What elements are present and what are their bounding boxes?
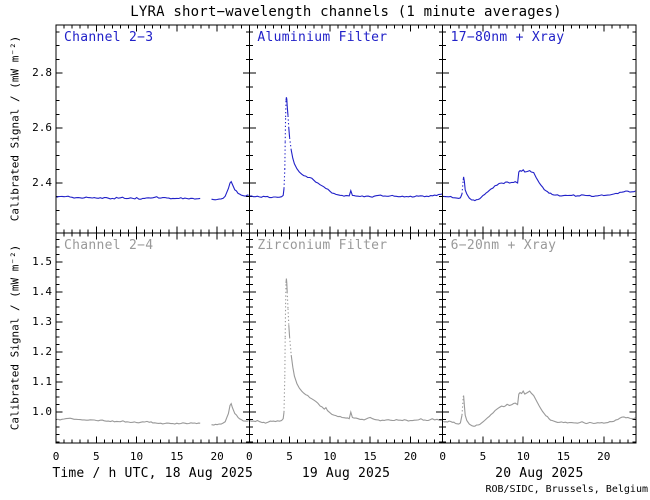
panel-label: Channel 2−4 bbox=[64, 238, 154, 253]
y-tick-label: 1.0 bbox=[32, 405, 52, 419]
y-tick-label: 2.4 bbox=[32, 175, 52, 189]
panel-label: Zirconium Filter bbox=[257, 238, 388, 253]
data-curve bbox=[56, 180, 249, 201]
x-tick-label: 10 bbox=[516, 450, 530, 463]
data-curve-dotted bbox=[461, 180, 464, 195]
x-axis-date-label: 20 Aug 2025 bbox=[495, 466, 584, 481]
data-curve bbox=[443, 390, 636, 427]
panel-frame bbox=[55, 232, 250, 444]
panel-frame bbox=[248, 232, 444, 444]
x-tick-label: 10 bbox=[323, 450, 337, 463]
y-tick-label: 1.1 bbox=[32, 375, 52, 389]
x-tick-label: 20 bbox=[210, 450, 224, 463]
x-tick-label: 5 bbox=[286, 450, 293, 463]
panel-label: 6−20nm + Xray bbox=[450, 238, 557, 253]
x-tick-label: 5 bbox=[479, 450, 487, 463]
x-tick-label: 10 bbox=[129, 450, 144, 463]
data-curves bbox=[56, 97, 636, 427]
data-curve-dotted bbox=[283, 100, 292, 189]
x-tick-label: 5 bbox=[92, 450, 100, 463]
x-tick-label: 0 bbox=[246, 450, 253, 463]
panel-label: Channel 2−3 bbox=[64, 30, 154, 45]
x-axis-date-label: Time / h UTC, 18 Aug 2025 bbox=[52, 466, 253, 481]
panel-frame bbox=[55, 24, 250, 234]
x-tick-label: 20 bbox=[403, 450, 418, 463]
x-tick-label: 0 bbox=[52, 450, 60, 463]
plot-title: LYRA short−wavelength channels (1 minute… bbox=[130, 4, 562, 20]
data-curve bbox=[250, 97, 442, 199]
data-curve bbox=[250, 278, 442, 424]
x-axis-date-label: 19 Aug 2025 bbox=[301, 466, 391, 481]
data-curve-dotted bbox=[461, 397, 464, 416]
panel-frame bbox=[442, 232, 637, 444]
data-curve-dotted bbox=[283, 283, 292, 413]
y-tick-label: 1.2 bbox=[32, 345, 52, 359]
axes-frames bbox=[55, 24, 637, 444]
x-tick-label: 15 bbox=[363, 450, 377, 463]
x-tick-label: 15 bbox=[170, 450, 184, 463]
credit-text: ROB/SIDC, Brussels, Belgium bbox=[485, 484, 648, 495]
y-tick-label: 2.6 bbox=[32, 121, 52, 135]
data-curve bbox=[443, 168, 636, 202]
x-tick-label: 20 bbox=[597, 450, 611, 463]
x-tick-label: 0 bbox=[439, 450, 446, 463]
x-tick-label: 15 bbox=[556, 450, 571, 463]
panel-label: Aluminium Filter bbox=[257, 30, 388, 45]
data-curve bbox=[56, 402, 249, 426]
y-tick-label: 1.5 bbox=[32, 255, 52, 269]
panel-frame bbox=[442, 24, 637, 234]
y-tick-label: 2.8 bbox=[32, 66, 52, 80]
panel-frame bbox=[248, 24, 444, 234]
y-tick-label: 1.4 bbox=[32, 285, 52, 299]
y-tick-label: 1.3 bbox=[32, 315, 52, 329]
panel-label: 17−80nm + Xray bbox=[450, 30, 565, 45]
